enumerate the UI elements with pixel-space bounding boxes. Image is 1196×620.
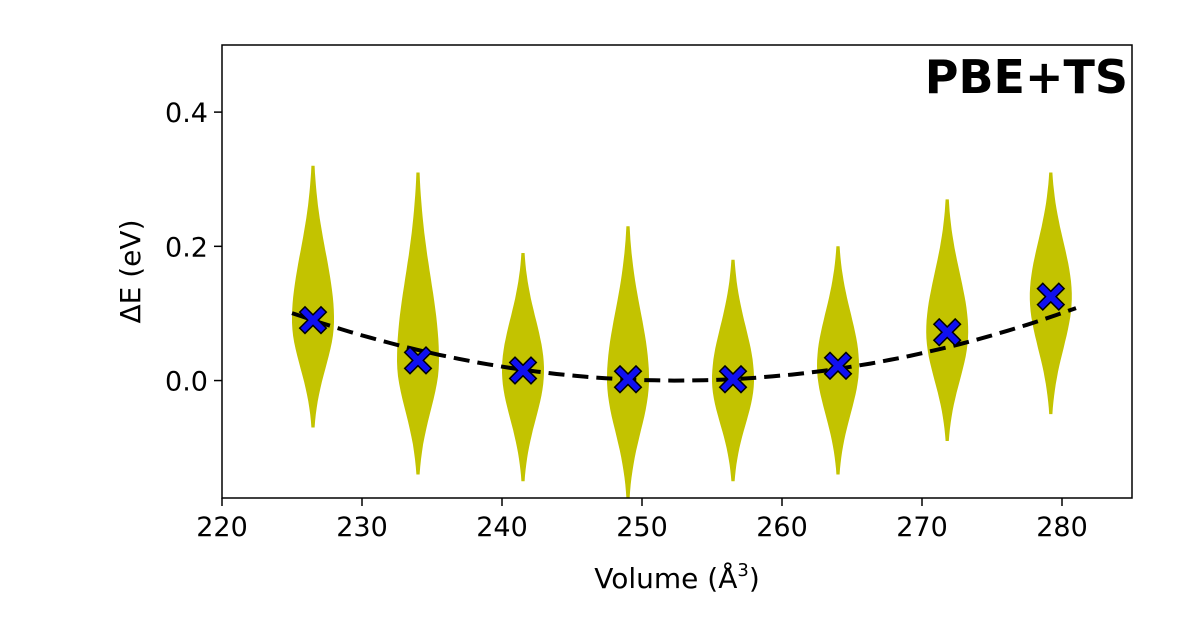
mean-marker-8 (1036, 282, 1066, 312)
distribution-layer (292, 165, 1072, 498)
distribution-5 (712, 259, 754, 482)
x-axis: 220 230 240 250 260 270 280 (196, 498, 1088, 543)
y-axis-label: ΔE (eV) (114, 220, 147, 324)
mean-marker-1 (298, 305, 328, 335)
mean-marker-4 (613, 364, 643, 394)
distribution-2 (397, 172, 439, 475)
mean-marker-2 (403, 346, 433, 375)
fit-curve (291, 306, 1077, 383)
x-tick-label: 280 (1036, 512, 1088, 543)
y-axis: 0.0 0.2 0.4 (165, 98, 222, 398)
fit-layer (291, 306, 1077, 383)
mean-marker-layer (298, 282, 1066, 394)
distribution-7 (926, 199, 969, 441)
x-tick-label: 230 (336, 512, 388, 543)
distribution-1 (292, 165, 334, 428)
y-tick-label: 0.0 (165, 367, 208, 398)
x-tick-label: 260 (756, 512, 808, 543)
x-axis-label: Volume (Å3) (594, 560, 760, 595)
y-tick-label: 0.4 (165, 98, 208, 129)
mean-marker-3 (508, 356, 538, 385)
distribution-4 (607, 226, 649, 498)
y-tick-label: 0.2 (165, 232, 208, 263)
mean-marker-6 (823, 351, 853, 381)
x-tick-label: 250 (616, 512, 668, 543)
mean-marker-7 (932, 317, 962, 347)
x-tick-label: 270 (896, 512, 948, 543)
mean-marker-5 (718, 364, 748, 394)
x-tick-label: 240 (476, 512, 528, 543)
x-tick-label: 220 (196, 512, 248, 543)
plot-frame (221, 44, 1133, 499)
panel-title: PBE+TS (925, 50, 1128, 104)
